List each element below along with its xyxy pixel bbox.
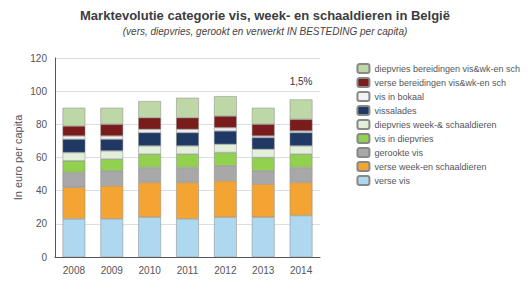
svg-text:100: 100 bbox=[30, 86, 47, 97]
svg-text:20: 20 bbox=[36, 218, 48, 229]
svg-text:2008: 2008 bbox=[63, 265, 86, 276]
svg-text:2009: 2009 bbox=[101, 265, 124, 276]
svg-text:2010: 2010 bbox=[139, 265, 162, 276]
svg-text:1,5%: 1,5% bbox=[290, 76, 313, 87]
svg-text:verse bereidingen vis&wk-en sc: verse bereidingen vis&wk-en sch bbox=[374, 78, 506, 88]
svg-text:2011: 2011 bbox=[177, 265, 199, 276]
svg-text:diepvries bereidingen vis&wk-e: diepvries bereidingen vis&wk-en sch bbox=[374, 64, 520, 74]
svg-text:Marktevolutie categorie vis, w: Marktevolutie categorie vis, week- en sc… bbox=[80, 8, 450, 23]
svg-text:2014: 2014 bbox=[290, 265, 313, 276]
svg-text:In euro per capita: In euro per capita bbox=[12, 114, 24, 200]
svg-text:verse week-en schaaldieren: verse week-en schaaldieren bbox=[374, 162, 486, 172]
svg-text:120: 120 bbox=[30, 53, 47, 64]
svg-text:vis in bokaal: vis in bokaal bbox=[374, 92, 424, 102]
svg-text:2013: 2013 bbox=[252, 265, 275, 276]
svg-text:vis in diepvries: vis in diepvries bbox=[374, 134, 434, 144]
svg-text:gerookte vis: gerookte vis bbox=[374, 148, 423, 158]
svg-text:diepvries week-& schaaldieren: diepvries week-& schaaldieren bbox=[374, 120, 496, 130]
svg-text:vissalades: vissalades bbox=[374, 106, 417, 116]
svg-text:(vers, diepvries, gerookt en v: (vers, diepvries, gerookt en verwerkt IN… bbox=[123, 26, 408, 37]
svg-text:2012: 2012 bbox=[214, 265, 237, 276]
svg-text:80: 80 bbox=[36, 119, 48, 130]
svg-text:40: 40 bbox=[36, 185, 48, 196]
svg-text:60: 60 bbox=[36, 152, 48, 163]
svg-text:0: 0 bbox=[41, 252, 47, 263]
svg-text:verse vis: verse vis bbox=[374, 176, 410, 186]
